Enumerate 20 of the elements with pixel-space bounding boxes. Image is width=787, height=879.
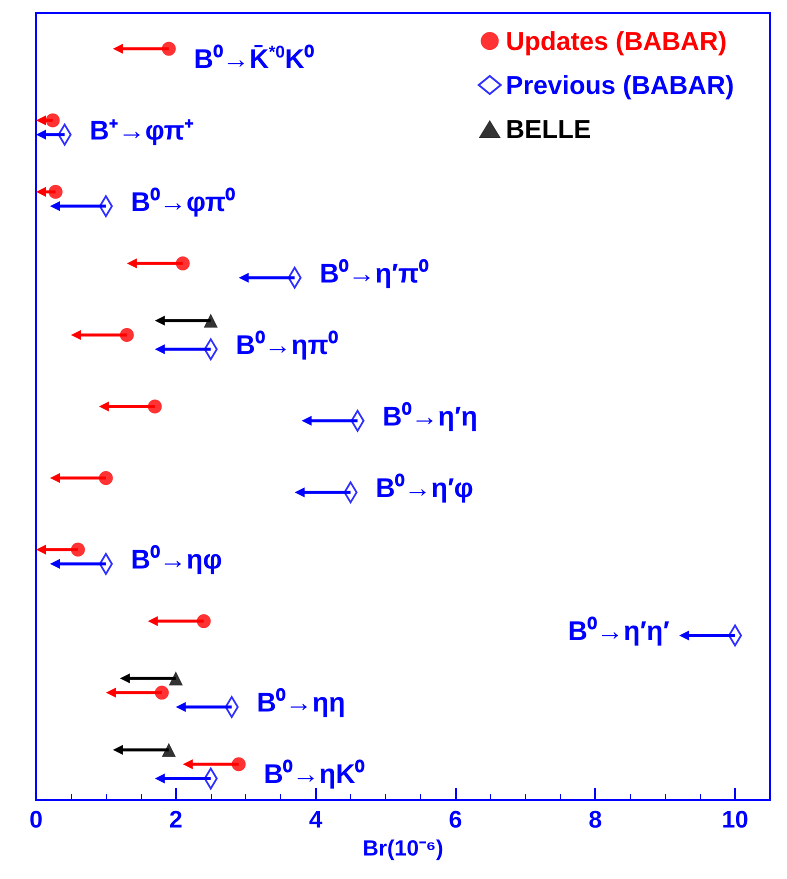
y-tick-label: B⁰→η′φ	[376, 473, 474, 504]
y-tick-label: B⁺→φπ⁺	[90, 115, 194, 146]
x-tick-label: 4	[308, 806, 323, 834]
x-tick-label: 0	[29, 806, 43, 834]
y-tick-label: B⁰→ηK⁰	[264, 759, 366, 790]
x-axis-title: Br(10⁻⁶)	[362, 835, 444, 860]
y-tick-label: B⁰→φπ⁰	[130, 186, 236, 217]
y-tick-label: B⁰→η′η′	[568, 616, 670, 646]
x-tick-label: 6	[448, 806, 462, 834]
y-tick-label: B⁰→ηπ⁰	[236, 330, 338, 360]
y-tick-label: B⁰→η′η	[382, 402, 478, 432]
legend-label: Updates (BABAR)	[506, 26, 727, 56]
x-tick-label: 8	[588, 806, 602, 834]
legend-label: BELLE	[506, 114, 591, 144]
x-tick-label: 10	[722, 806, 748, 834]
y-tick-label: B⁰→ηη	[256, 688, 346, 718]
legend-label: Previous (BABAR)	[506, 70, 734, 100]
y-tick-label: B⁰→ηφ	[130, 544, 222, 575]
x-tick-label: 2	[169, 806, 182, 834]
y-tick-label: B⁰→η′π⁰	[320, 258, 429, 288]
